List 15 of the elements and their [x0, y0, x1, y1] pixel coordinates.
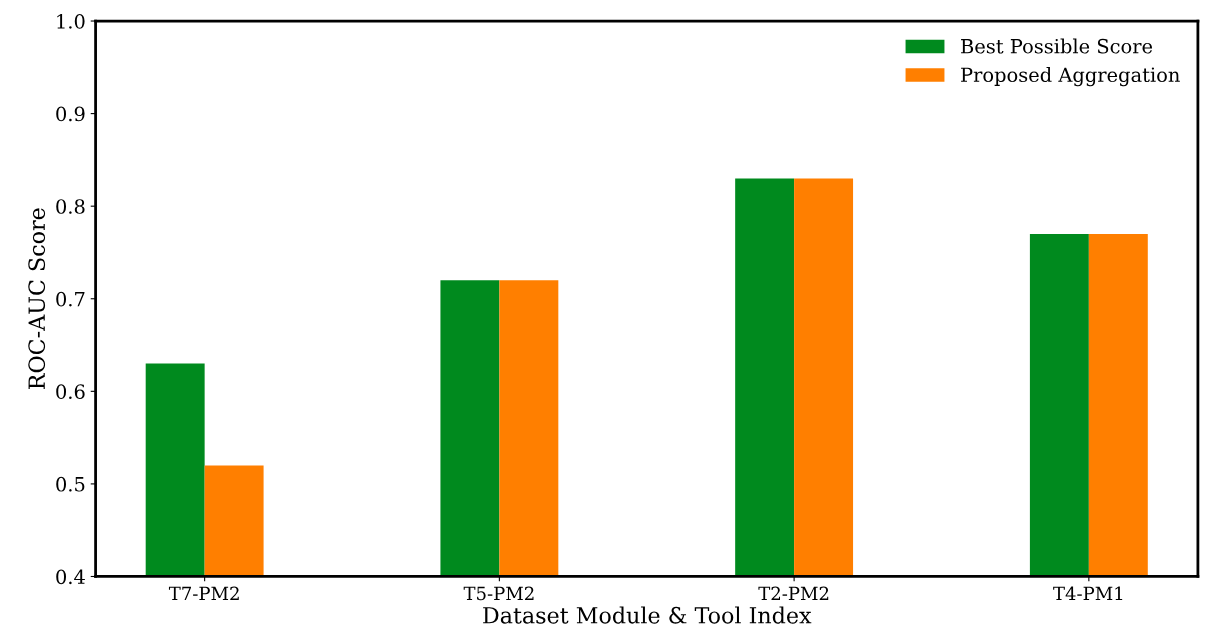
y-axis-title: ROC-AUC Score — [28, 208, 46, 390]
legend-label: Proposed Aggregation — [961, 67, 1180, 87]
legend-label: Best Possible Score — [961, 38, 1153, 54]
y-tick-label: 1.0 — [57, 13, 85, 29]
y-tick-label: 0.8 — [56, 199, 85, 214]
y-tick-label: 0.7 — [56, 291, 85, 307]
y-tick-label: 0.4 — [56, 569, 85, 585]
y-tick-label: 0.5 — [56, 476, 85, 492]
y-tick-label: 0.6 — [56, 384, 85, 399]
y-tick-label: 0.9 — [56, 106, 85, 122]
x-tick-label: T2-PM2 — [758, 586, 829, 600]
x-tick-label: T5-PM2 — [463, 586, 534, 601]
x-axis-title: Dataset Module & Tool Index — [483, 606, 812, 624]
x-tick-label: T7-PM2 — [168, 586, 239, 600]
x-tick-label: T4-PM1 — [1053, 586, 1123, 600]
